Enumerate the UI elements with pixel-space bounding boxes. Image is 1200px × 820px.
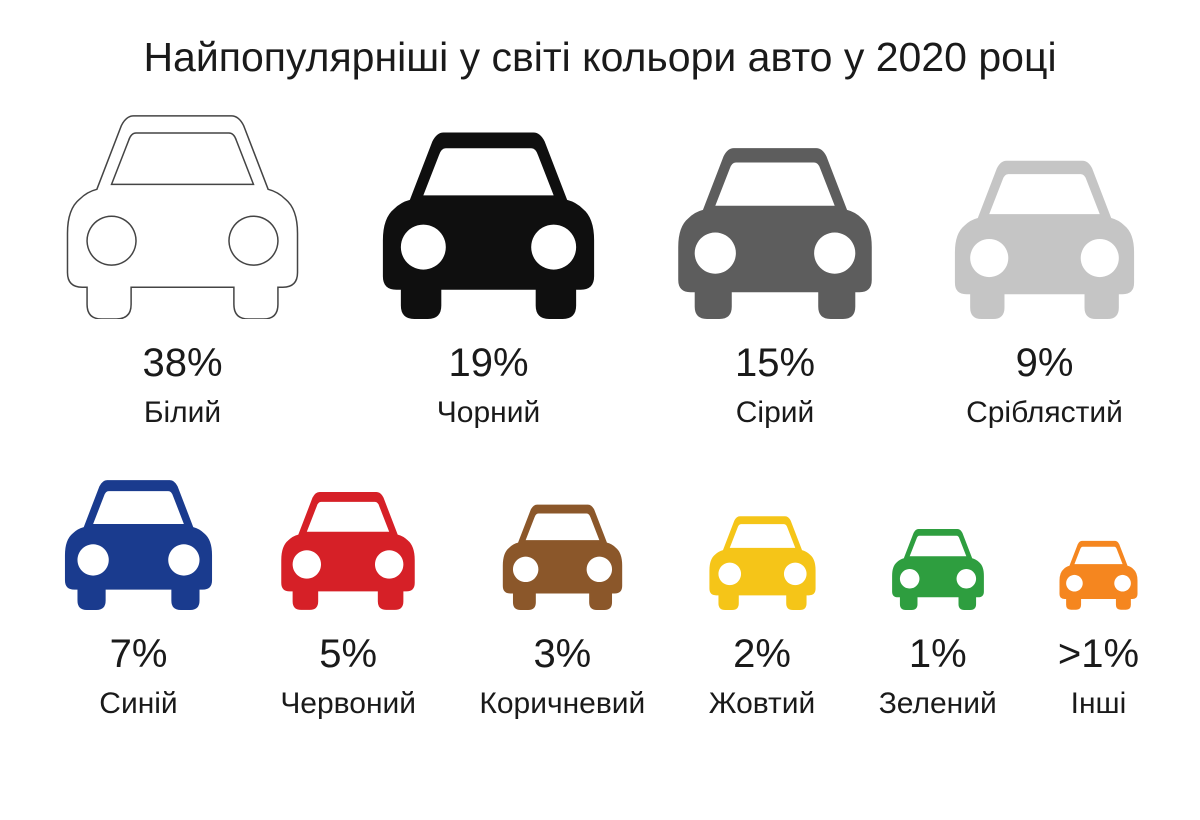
cell-brown: 3% Коричневий	[479, 470, 645, 721]
label-green: Зелений	[879, 687, 997, 721]
cell-black: 19% Чорний	[376, 109, 601, 430]
car-icon-brown	[499, 502, 626, 610]
pct-green: 1%	[909, 632, 967, 677]
label-other: Інші	[1071, 687, 1127, 721]
car-wrap-blue	[60, 470, 217, 610]
car-icon-gray	[672, 144, 878, 319]
pct-gray: 15%	[735, 341, 815, 386]
cell-yellow: 2% Жовтий	[706, 470, 819, 721]
label-gray: Сірий	[736, 396, 815, 430]
rows-container: 38% Білий 19% Чорний 15% Сірий	[60, 109, 1140, 780]
cell-gray: 15% Сірий	[672, 109, 878, 430]
label-yellow: Жовтий	[709, 687, 816, 721]
pct-silver: 9%	[1016, 341, 1074, 386]
car-wrap-gray	[672, 109, 878, 319]
pct-other: >1%	[1058, 632, 1139, 677]
car-wrap-silver	[949, 109, 1140, 319]
label-blue: Синій	[99, 687, 177, 721]
label-red: Червоний	[280, 687, 416, 721]
row-1: 38% Білий 19% Чорний 15% Сірий	[60, 109, 1140, 430]
car-icon-black	[376, 128, 601, 319]
car-icon-yellow	[706, 514, 819, 610]
page-title: Найпопулярніші у світі кольори авто у 20…	[60, 34, 1140, 81]
pct-white: 38%	[142, 341, 222, 386]
car-wrap-brown	[499, 470, 626, 610]
cell-blue: 7% Синій	[60, 470, 217, 721]
car-icon-blue	[60, 477, 217, 610]
label-black: Чорний	[437, 396, 540, 430]
car-wrap-other	[1057, 470, 1140, 610]
car-wrap-red	[277, 470, 419, 610]
pct-blue: 7%	[110, 632, 168, 677]
cell-other: >1% Інші	[1057, 470, 1140, 721]
car-icon-green	[889, 527, 987, 610]
cell-green: 1% Зелений	[879, 470, 997, 721]
row-2: 7% Синій 5% Червоний 3% Коричневий	[60, 470, 1140, 721]
cell-silver: 9% Сріблястий	[949, 109, 1140, 430]
infographic-container: Найпопулярніші у світі кольори авто у 20…	[0, 0, 1200, 820]
car-wrap-yellow	[706, 470, 819, 610]
pct-yellow: 2%	[733, 632, 791, 677]
car-icon-white	[60, 111, 305, 319]
pct-brown: 3%	[533, 632, 591, 677]
car-icon-other	[1057, 539, 1140, 610]
cell-white: 38% Білий	[60, 109, 305, 430]
car-wrap-white	[60, 109, 305, 319]
pct-black: 19%	[448, 341, 528, 386]
label-brown: Коричневий	[479, 687, 645, 721]
label-white: Білий	[144, 396, 221, 430]
car-icon-silver	[949, 157, 1140, 319]
car-wrap-green	[889, 470, 987, 610]
car-icon-red	[277, 489, 419, 610]
label-silver: Сріблястий	[966, 396, 1123, 430]
pct-red: 5%	[319, 632, 377, 677]
cell-red: 5% Червоний	[277, 470, 419, 721]
car-wrap-black	[376, 109, 601, 319]
